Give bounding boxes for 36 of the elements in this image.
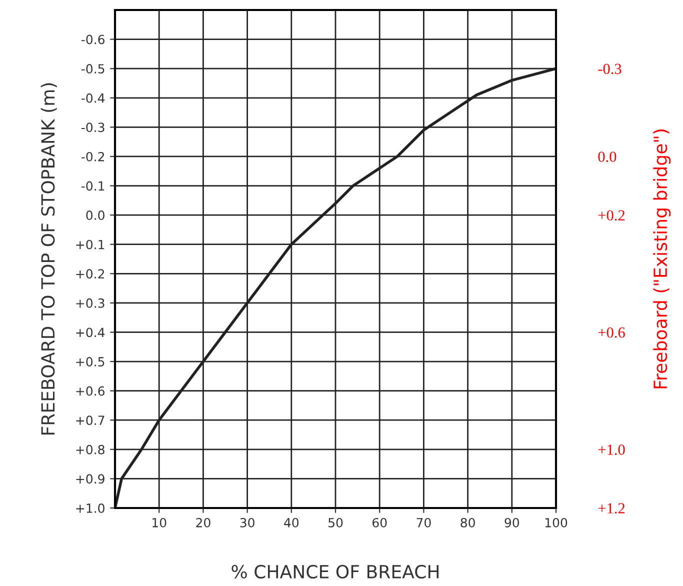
x-tick-label: 60 [372,518,387,528]
y-tick-label: +0.9 [76,474,104,484]
y2-tick-label: +1.2 [598,503,625,514]
x-tick-label: 40 [284,518,299,528]
x-tick-label: 100 [545,518,568,528]
y-tick-label: -0.6 [82,34,104,44]
x-tick-label: 50 [328,518,343,528]
x-tick-label: 80 [460,518,475,528]
y-tick-label: +0.2 [76,269,104,279]
y2-axis-title: Freeboard ("Existing bridge") [653,130,671,388]
y-axis-title: FREEBOARD TO TOP OF STOPBANK (m) [40,83,57,434]
y-tick-label: +0.5 [76,357,104,366]
y2-tick-label: +1.0 [598,444,625,455]
y-tick-label: +0.1 [76,240,104,250]
y2-tick-label: -0.3 [598,64,622,74]
y-tick-label: -0.4 [82,93,105,103]
y-tick-label: +0.4 [76,328,105,338]
x-tick-label: 70 [416,518,431,528]
y-tick-label: -0.5 [82,64,104,74]
y-tick-label: +0.8 [76,444,104,454]
y-tick-label: -0.3 [82,122,104,132]
y-tick-label: -0.1 [82,181,104,191]
x-tick-label: 10 [152,518,166,528]
y-tick-label: +0.6 [76,386,104,396]
x-tick-label: 30 [240,518,254,528]
y2-tick-label: 0.0 [598,152,616,162]
y-tick-label: +0.7 [76,416,104,426]
y-tick-label: +1.0 [76,503,104,513]
y2-tick-label: +0.2 [598,210,625,221]
y-tick-label: -0.2 [82,152,104,162]
x-axis-title: % CHANCE OF BREACH [232,564,439,579]
y-tick-label: +0.3 [76,298,104,308]
x-tick-label: 90 [504,518,520,528]
y-tick-label: 0.0 [86,210,104,220]
y2-tick-label: +0.6 [598,327,625,338]
x-tick-label: 20 [196,518,210,528]
